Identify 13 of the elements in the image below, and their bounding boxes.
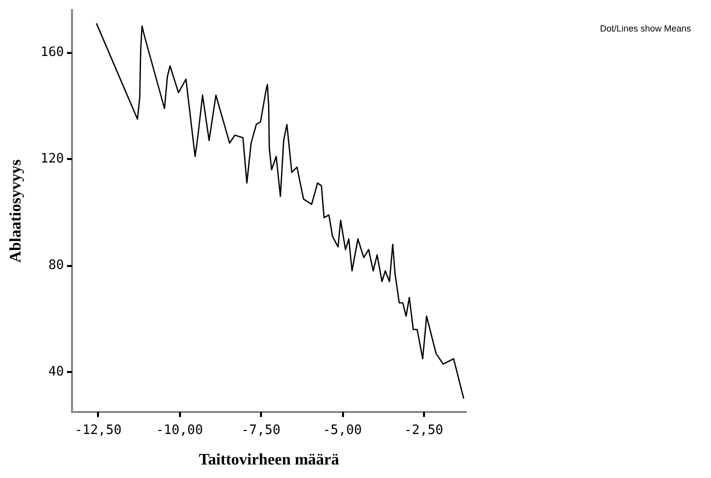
y-axis-title: Ablaatiosyvyys: [8, 159, 24, 263]
x-axis-title: Taittovirheen määrä: [198, 452, 340, 468]
line-series: [96, 22, 464, 400]
y-tick-label: 40: [48, 364, 64, 380]
text: Dot/Lines show Means: [600, 24, 692, 34]
y-tick-label: 80: [48, 258, 64, 274]
x-tick-label: -7,50: [241, 423, 280, 438]
x-tick-label: -5,00: [322, 423, 362, 438]
x-tick-label: -10,00: [156, 423, 203, 438]
x-tick-label: -12,50: [74, 423, 122, 438]
y-tick-label: 120: [40, 152, 64, 167]
x-tick-label: -2,50: [404, 423, 444, 438]
y-tick-label: 160: [40, 45, 64, 60]
